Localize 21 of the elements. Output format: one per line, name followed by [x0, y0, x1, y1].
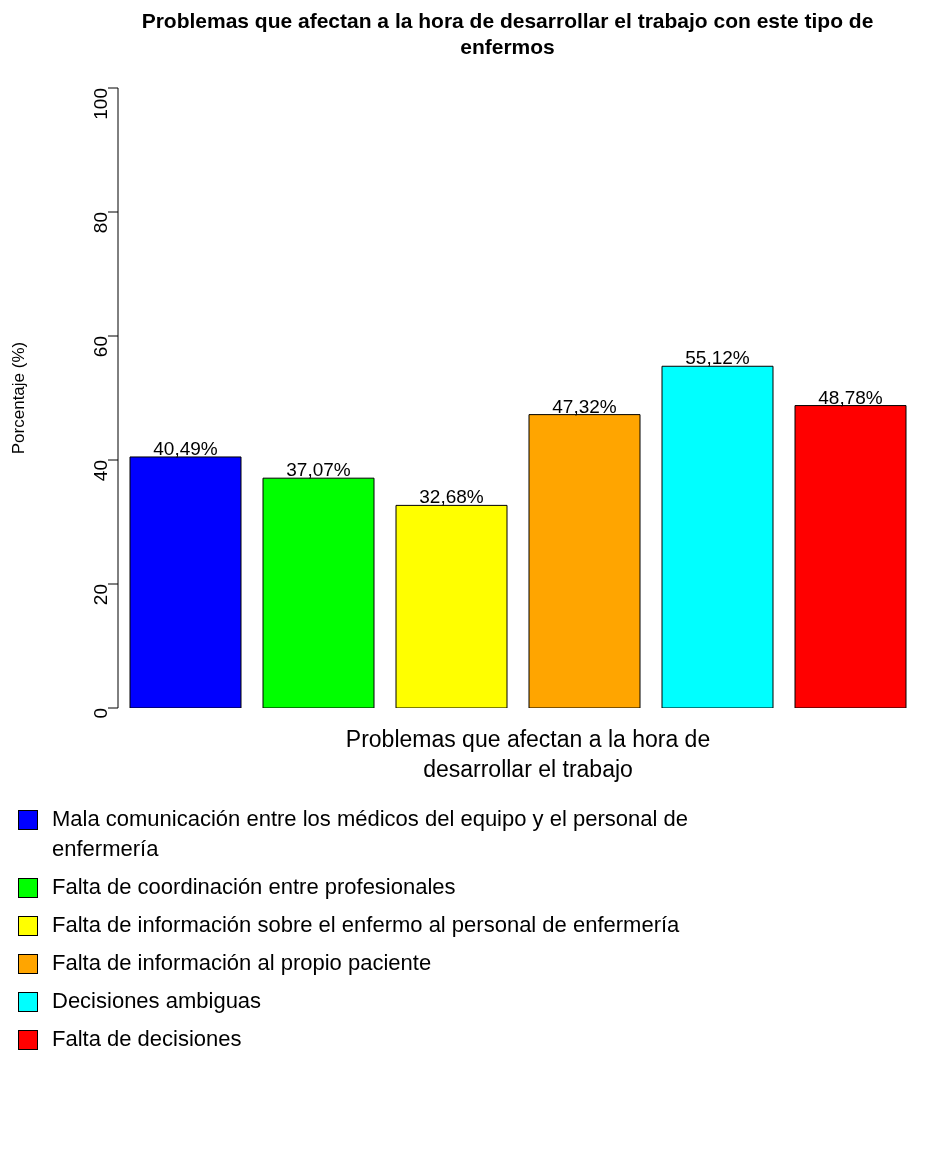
legend-label: Decisiones ambiguas [52, 987, 262, 1015]
y-axis-title: Porcentaje (%) [9, 341, 29, 455]
data-label: 37,07% [286, 459, 351, 481]
data-label: 48,78% [818, 386, 883, 408]
legend-label: Mala comunicación entre los médicos del equipo y el personal de enfermería [52, 805, 689, 863]
data-label: 32,68% [419, 486, 484, 508]
y-tick-label: 20 [89, 584, 111, 606]
data-label: 40,49% [153, 437, 218, 459]
data-label: 55,12% [685, 347, 750, 369]
chart-title: Problemas que afectan a la hora de desarrollar el trabajo con este tipo de enfermos [140, 8, 875, 60]
legend-label: Falta de información al propio paciente [52, 949, 432, 977]
y-tick-label: 80 [89, 212, 111, 234]
legend-label: Falta de decisiones [52, 1025, 242, 1053]
y-tick-label: 60 [89, 336, 111, 358]
x-axis-title: Problemas que afectan a la hora de desarrollar el trabajo [344, 725, 712, 784]
y-tick-label: 0 [89, 708, 111, 719]
legend-label: Falta de coordinación entre profesionales [52, 873, 456, 901]
legend-label: Falta de información sobre el enfermo al personal de enfermería [52, 911, 680, 939]
y-tick-label: 100 [89, 88, 111, 120]
data-label: 47,32% [552, 395, 617, 417]
y-tick-label: 40 [89, 460, 111, 482]
